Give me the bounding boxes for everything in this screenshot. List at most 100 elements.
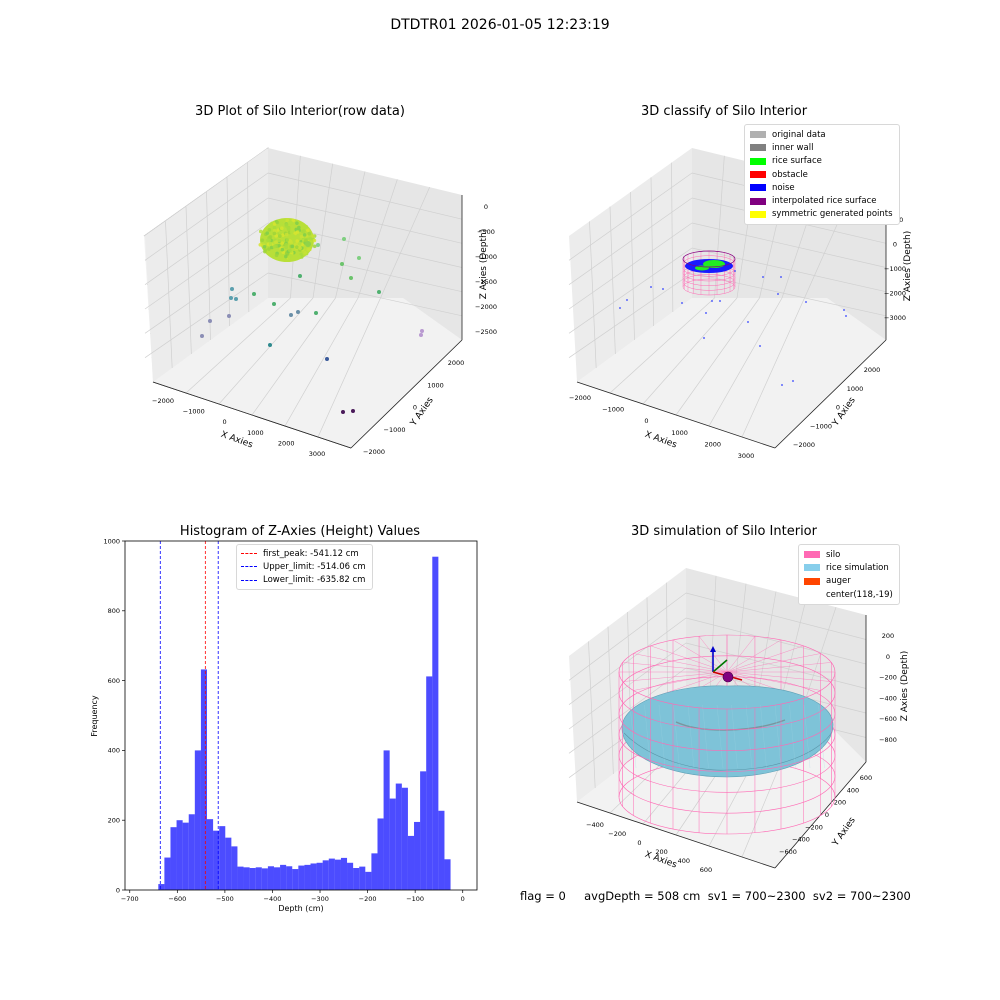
y-tick-label: 200	[834, 799, 846, 807]
legend-label: auger	[826, 576, 851, 587]
histogram-bar	[225, 837, 232, 890]
z-tick-label: −800	[879, 736, 897, 744]
data-point	[419, 333, 423, 337]
data-point	[267, 238, 272, 243]
y-tick-label: −2000	[793, 441, 815, 449]
auger-center-point	[722, 671, 734, 683]
data-point	[295, 239, 300, 243]
left-wall-pane	[569, 148, 692, 382]
legend-swatch	[750, 184, 766, 192]
legend-label: rice simulation	[826, 562, 889, 573]
grid-line	[185, 206, 192, 355]
legend-entry: auger	[804, 575, 893, 588]
legend-swatch	[804, 551, 820, 559]
grid-line	[247, 162, 250, 313]
grid-line	[609, 206, 616, 355]
legend-swatch	[804, 564, 820, 572]
silo-roof-spoke	[622, 671, 728, 682]
z-tick-label: −500	[477, 228, 495, 236]
data-point	[306, 228, 310, 233]
x-tick-label: 2000	[278, 439, 295, 447]
noise-point	[759, 345, 761, 347]
histogram-bar	[340, 857, 348, 890]
x-tick-label: −2000	[152, 397, 174, 405]
histogram-bar	[267, 866, 274, 890]
histogram-bar	[438, 810, 445, 890]
histogram-ticks: −700 −600 −500 −400 −300 −200 −100 0 0 200 400 600 8…	[103, 537, 464, 903]
data-point	[230, 287, 234, 291]
grid-line	[144, 272, 269, 358]
classify-z-axis-label: Z Axies (Depth)	[903, 231, 913, 302]
data-point	[263, 249, 267, 254]
data-point	[272, 222, 277, 226]
silo-roof-spoke	[726, 662, 832, 673]
y-tick-label: 2000	[864, 366, 881, 374]
data-point	[284, 232, 289, 237]
legend-label: original data	[772, 129, 826, 140]
histogram-bar	[237, 866, 244, 890]
x-tick-label: −300	[311, 895, 329, 903]
y-tick-label: 800	[108, 607, 120, 615]
data-point	[268, 235, 273, 239]
data-point	[302, 229, 306, 233]
raw-3d-axes-box	[143, 147, 463, 449]
legend-entry: original data	[750, 128, 893, 141]
grid-line	[317, 297, 381, 438]
grid-line	[226, 177, 231, 327]
silo-roof-spoke	[650, 645, 728, 673]
data-point	[312, 244, 317, 249]
histogram-bar	[426, 676, 433, 890]
data-point	[308, 237, 313, 241]
data-point	[312, 238, 317, 243]
data-point	[277, 243, 281, 248]
histogram-bar	[432, 556, 439, 890]
data-point	[295, 230, 300, 234]
data-point	[291, 234, 296, 238]
rice-simulation-surface	[621, 685, 834, 778]
histogram-bar	[261, 868, 268, 890]
legend-swatch	[750, 131, 766, 139]
data-point	[280, 247, 285, 252]
x-tick-label: −500	[216, 895, 234, 903]
noise-point	[781, 384, 783, 386]
histogram-bar	[207, 819, 214, 890]
noise-point	[711, 300, 713, 302]
x-tick-label: 1000	[247, 429, 264, 437]
histogram-bar	[310, 863, 317, 890]
legend-swatch	[241, 579, 257, 581]
grid-line	[714, 155, 725, 299]
legend-swatch	[804, 591, 820, 598]
legend-label: Upper_limit: -514.06 cm	[263, 561, 366, 572]
data-point	[285, 238, 290, 242]
y-axis-line	[774, 339, 887, 449]
legend-swatch	[750, 171, 766, 179]
z-tick-label: −400	[879, 694, 897, 702]
legend-swatch	[750, 144, 766, 152]
data-point	[284, 254, 288, 259]
rice-mesh-line	[629, 704, 637, 769]
legend-swatch	[750, 157, 766, 165]
histogram-reference-lines	[159, 541, 219, 890]
noise-point	[703, 337, 705, 339]
z-tick-label: −1000	[884, 265, 906, 273]
raw-3d-plot: −2000 −1000 0 1000 2000 3000 −2000 −1000 0 1000 20…	[143, 147, 497, 458]
legend-entry: interpolated rice surface	[750, 194, 893, 207]
grid-line	[284, 297, 359, 427]
legend-label: noise	[772, 182, 795, 193]
grid-line	[685, 642, 867, 689]
data-point	[262, 244, 267, 249]
histogram-title: Histogram of Z-Axies (Height) Values	[179, 524, 421, 539]
z-tick-label: −1500	[475, 278, 497, 286]
classify-silo-cylinder	[682, 250, 736, 296]
rice-mesh-line	[745, 704, 753, 769]
data-point	[297, 225, 301, 230]
grid-line	[630, 191, 635, 341]
legend-label: Lower_limit: -635.82 cm	[263, 575, 366, 586]
x-axis-line	[152, 381, 352, 449]
x-tick-label: −1000	[602, 406, 624, 414]
x-axis-line	[576, 381, 776, 449]
y-tick-label: −200	[805, 823, 823, 831]
silo-roof-spoke	[672, 639, 728, 673]
grid-line	[589, 221, 597, 369]
data-point	[307, 231, 312, 236]
